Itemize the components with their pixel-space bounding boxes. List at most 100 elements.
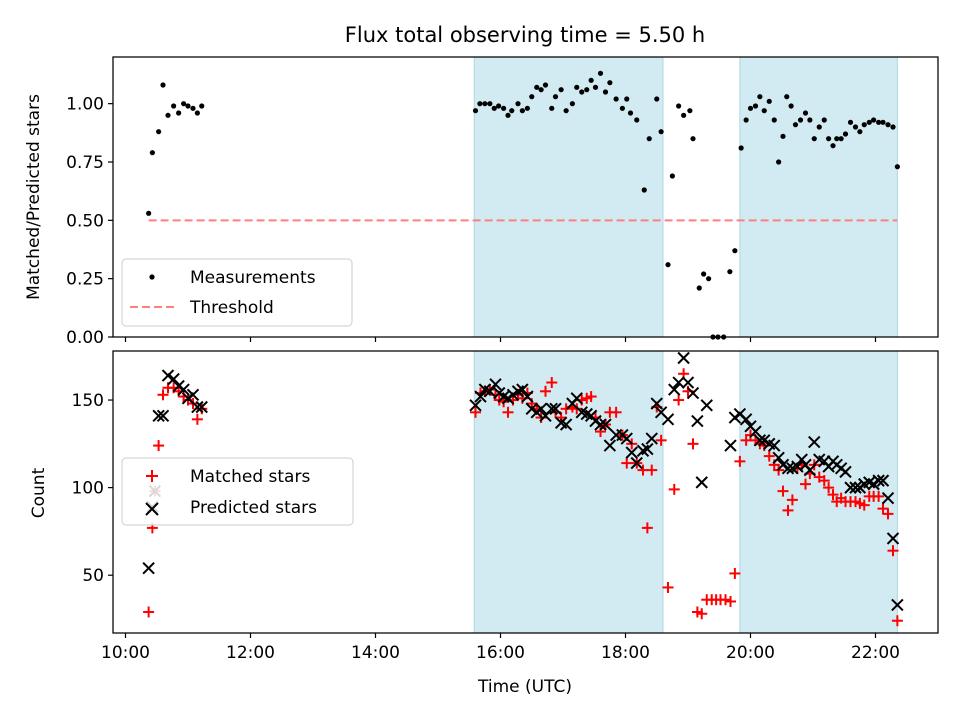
measurement-point (190, 105, 196, 111)
panel-counts: 10:00 12:00 14:00 16:00 18:00 20:00 22:00 50 10… (29, 350, 939, 663)
shaded-interval-1 (739, 350, 898, 634)
predicted-stars-point (768, 439, 781, 452)
predicted-stars-point (781, 462, 795, 475)
predicted-stars-point (167, 372, 180, 386)
measurement-point (687, 108, 693, 114)
matched-stars-point (882, 508, 894, 520)
measurement-point (776, 159, 782, 165)
matched-stars-point (725, 595, 736, 607)
measurement-point (834, 136, 840, 142)
measurement-point (894, 164, 900, 170)
predicted-stars-point (808, 435, 821, 449)
measurement-point (821, 117, 827, 123)
measurement-point (676, 103, 682, 109)
predicted-stars-point (872, 474, 885, 487)
legend-threshold-label: Threshold (189, 298, 274, 318)
measurement-point (802, 110, 809, 116)
observing-window-shading-bottom (473, 350, 898, 634)
measurement-point (181, 101, 187, 107)
bottom-legend: Matched stars Predicted stars (121, 457, 354, 526)
measurement-point (761, 108, 767, 114)
measurement-point (797, 117, 804, 123)
matched-stars-point (560, 403, 572, 415)
measurement-point (487, 101, 493, 107)
matched-stars-point (143, 606, 155, 618)
measurement-point (160, 82, 166, 88)
matched-stars-point (823, 482, 835, 494)
matched-stars-point (610, 406, 622, 418)
legend-measurements-label: Measurements (190, 268, 316, 288)
predicted-stars-point (474, 390, 487, 403)
matched-stars-point (777, 485, 789, 497)
predicted-stars-point (645, 432, 658, 445)
legend-matched-label: Matched stars (190, 467, 310, 487)
measurement-point (477, 101, 483, 107)
measurement-point (701, 271, 707, 277)
measurement-point (842, 131, 849, 137)
matched-stars-point (641, 522, 653, 534)
measurement-point (738, 145, 744, 151)
matched-stars-point (763, 450, 775, 462)
predicted-stars-point (795, 453, 808, 466)
matched-stars-point (662, 581, 674, 593)
matched-stars-point (827, 489, 839, 501)
measurement-point (861, 122, 867, 128)
top-legend: Measurements Threshold (121, 258, 353, 327)
measurement-point (681, 112, 687, 118)
predicted-stars-point (881, 491, 895, 505)
count-marks (142, 351, 904, 627)
measurement-point (780, 133, 786, 139)
matched-stars-point (646, 464, 658, 476)
measurement-point (852, 124, 859, 130)
predicted-stars-point (191, 400, 204, 414)
y-tick-label: 0.00 (66, 328, 104, 348)
measurement-point (597, 70, 604, 76)
predicted-stars-point (186, 388, 200, 401)
measurement-point (788, 103, 794, 109)
x-tick-label: 12:00 (226, 643, 275, 663)
predicted-stars-point (603, 439, 617, 452)
predicted-stars-point (681, 376, 695, 389)
measurement-point (627, 110, 634, 116)
measurement-point (538, 87, 544, 93)
matched-stars-point (673, 394, 685, 406)
measurement-point (505, 112, 511, 118)
shaded-interval-0 (473, 56, 664, 338)
predicted-stars-point (625, 446, 638, 459)
predicted-stars-point (156, 409, 170, 423)
predicted-stars-point (876, 474, 890, 487)
measurement-point (641, 187, 647, 193)
measurement-point (727, 269, 733, 275)
measurement-point (766, 98, 772, 104)
measurement-point (634, 117, 640, 123)
measurement-point (584, 87, 590, 93)
ratio-marks (146, 70, 900, 340)
measurement-point (646, 136, 652, 142)
matched-stars-point (546, 377, 558, 389)
matched-stars-point (858, 499, 870, 511)
measurement-point (830, 143, 836, 149)
matched-stars-point (621, 457, 633, 469)
measurement-point (579, 89, 585, 95)
x-tick-label: 20:00 (726, 643, 775, 663)
matched-stars-point (786, 494, 798, 506)
measurement-point (654, 96, 660, 102)
measurement-point (838, 136, 844, 142)
predicted-stars-point (489, 378, 502, 391)
measurement-point (752, 103, 759, 109)
matched-stars-point (877, 503, 889, 515)
x-tick-label: 18:00 (601, 643, 650, 663)
measurement-point (885, 122, 891, 128)
top-y-axis-label: Matched/Predicted stars (24, 94, 44, 300)
top-y-ticks: 0.00 0.25 0.50 0.75 1.00 (66, 95, 113, 348)
predicted-stars-point (599, 418, 612, 431)
predicted-stars-point (641, 442, 654, 456)
measurement-point (171, 103, 177, 109)
predicted-stars-point (142, 561, 155, 575)
measurement-point (792, 122, 799, 128)
predicted-stars-point (849, 481, 862, 494)
x-tick-label: 14:00 (351, 643, 400, 663)
predicted-stars-point (691, 414, 704, 428)
observing-window-shading (473, 56, 898, 338)
measurement-point (482, 101, 488, 107)
